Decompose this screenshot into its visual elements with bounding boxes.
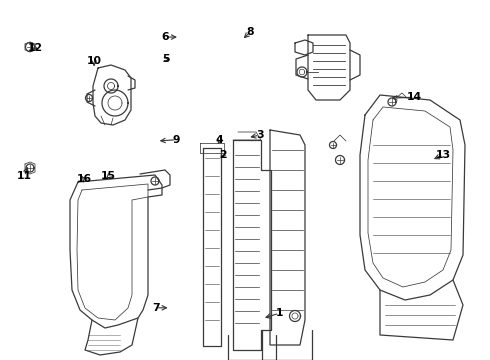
Text: 10: 10 xyxy=(87,56,101,66)
Text: 13: 13 xyxy=(436,150,451,160)
Text: 15: 15 xyxy=(101,171,116,181)
Text: 5: 5 xyxy=(162,54,170,64)
Text: 1: 1 xyxy=(275,308,283,318)
Text: 14: 14 xyxy=(407,92,421,102)
Text: 12: 12 xyxy=(28,43,43,53)
Text: 4: 4 xyxy=(216,135,223,145)
Text: 9: 9 xyxy=(172,135,180,145)
Text: 6: 6 xyxy=(161,32,169,42)
Text: 3: 3 xyxy=(256,130,264,140)
Text: 7: 7 xyxy=(152,303,160,313)
Text: 11: 11 xyxy=(17,171,32,181)
Text: 2: 2 xyxy=(219,150,227,160)
Text: 16: 16 xyxy=(77,174,92,184)
Text: 8: 8 xyxy=(246,27,254,37)
